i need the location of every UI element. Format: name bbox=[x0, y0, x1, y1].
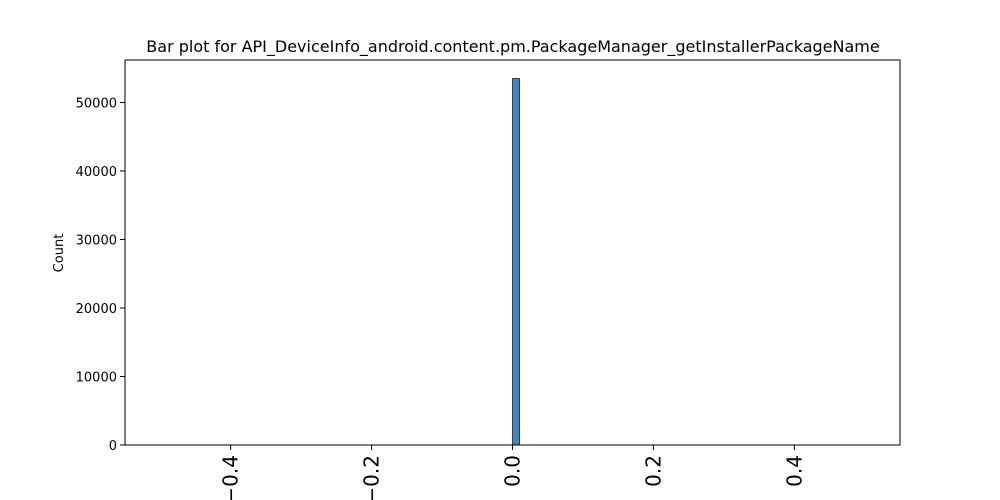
y-axis-label: Count bbox=[52, 234, 67, 273]
x-tick-label: −0.2 bbox=[360, 455, 384, 500]
y-tick-label: 30000 bbox=[76, 233, 117, 248]
x-tick-label: −0.4 bbox=[219, 455, 243, 500]
y-tick-label: 20000 bbox=[76, 302, 117, 317]
y-tick-label: 10000 bbox=[76, 370, 117, 385]
y-tick-label: 40000 bbox=[76, 165, 117, 180]
x-tick-label: 0.4 bbox=[782, 455, 806, 487]
plot-frame bbox=[124, 59, 901, 446]
ticks-layer: 0 10000 20000 30000 40000 50000 −0.4 −0.2 0.0 0.2… bbox=[76, 96, 807, 500]
y-tick-label: 50000 bbox=[76, 96, 117, 111]
chart-title: Bar plot for API_DeviceInfo_android.cont… bbox=[146, 37, 879, 57]
bars-layer bbox=[512, 78, 520, 446]
bar-0 bbox=[512, 78, 520, 446]
y-tick-label: 0 bbox=[109, 439, 117, 454]
x-tick-label: 0.0 bbox=[501, 455, 525, 487]
x-tick-label: 0.2 bbox=[641, 455, 665, 487]
